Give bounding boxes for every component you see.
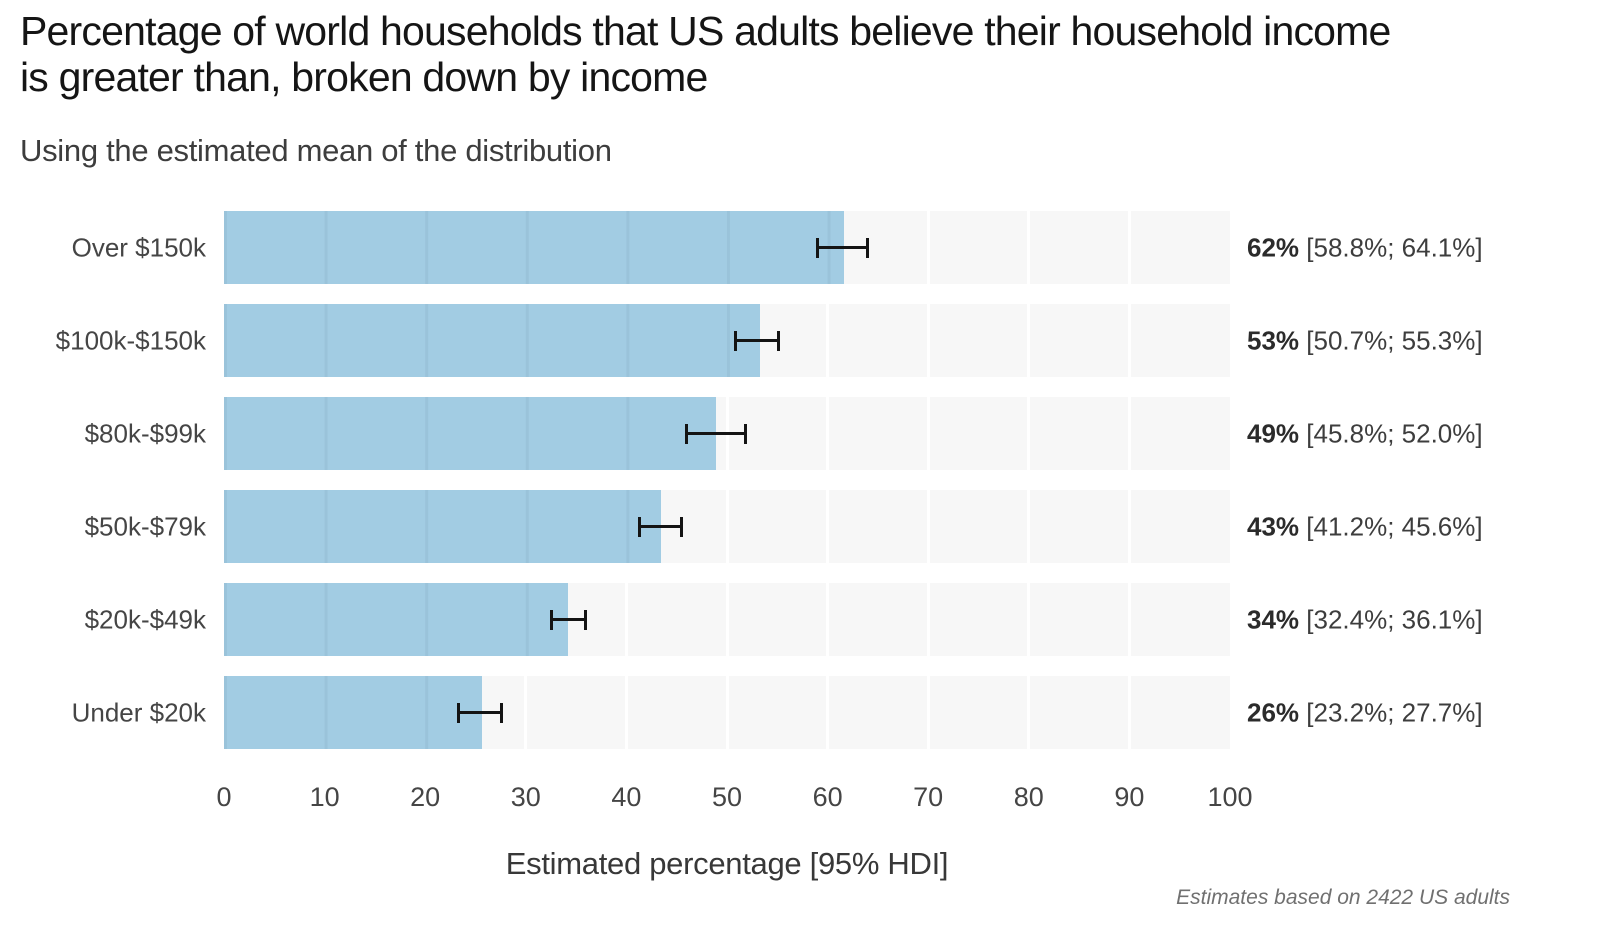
value-annotation: 43% [41.2%; 45.6%] [1247, 511, 1483, 542]
x-axis-tick: 60 [812, 782, 843, 812]
category-label: $80k-$99k [84, 418, 206, 448]
gridline [1027, 211, 1031, 749]
bar [224, 211, 844, 284]
error-bar [684, 423, 748, 444]
value-percent: 34% [1247, 604, 1300, 634]
error-bar [457, 702, 503, 723]
category-label: Under $20k [71, 697, 206, 727]
x-axis-tick: 0 [216, 782, 232, 812]
x-axis-label: Estimated percentage [95% HDI] [505, 846, 949, 881]
plot-area: 0 10 20 30 40 50 60 70 80 90 100 Over $150k 62% [58… [56, 211, 1483, 812]
gridline [323, 211, 327, 749]
category-label: $50k-$79k [84, 511, 206, 541]
value-percent: 43% [1247, 511, 1300, 541]
bar [224, 490, 661, 563]
error-bar [638, 516, 683, 537]
chart-title: Percentage of world households that US a… [20, 8, 1391, 100]
x-axis-tick: 100 [1207, 782, 1253, 812]
gridline [725, 211, 729, 749]
value-ci: [50.7%; 55.3%] [1299, 325, 1483, 355]
x-axis-tick: 30 [510, 782, 541, 812]
x-axis-tick: 90 [1114, 782, 1145, 812]
x-axis-tick: 70 [913, 782, 944, 812]
value-ci: [58.8%; 64.1%] [1299, 232, 1483, 262]
value-percent: 26% [1247, 697, 1300, 727]
x-axis-tick: 20 [410, 782, 441, 812]
value-ci: [32.4%; 36.1%] [1299, 604, 1483, 634]
value-percent: 62% [1247, 232, 1300, 262]
value-ci: [45.8%; 52.0%] [1299, 418, 1483, 448]
bar [224, 583, 569, 656]
value-annotation: 62% [58.8%; 64.1%] [1247, 232, 1483, 263]
chart-subtitle: Using the estimated mean of the distribu… [20, 133, 612, 168]
value-ci: [41.2%; 45.6%] [1299, 511, 1483, 541]
x-axis-tick: 10 [309, 782, 340, 812]
error-bar [734, 330, 781, 351]
chart-title-line1: Percentage of world households that US a… [20, 8, 1391, 54]
value-annotation: 26% [23.2%; 27.7%] [1247, 697, 1483, 728]
category-label: Over $150k [71, 232, 206, 262]
error-bar [815, 237, 869, 258]
gridline [826, 211, 830, 749]
gridline [926, 211, 930, 749]
gridline [524, 211, 528, 749]
bar [224, 676, 482, 749]
error-bar [549, 609, 588, 630]
chart-title-line2: is greater than, broken down by income [20, 54, 708, 100]
bar [224, 397, 716, 470]
x-axis-tick-row: 0 10 20 30 40 50 60 70 80 90 100 [216, 782, 1252, 816]
category-label: $100k-$150k [55, 325, 206, 355]
x-axis-tick: 50 [711, 782, 743, 812]
value-annotation: 53% [50.7%; 55.3%] [1247, 325, 1483, 356]
bar [224, 304, 761, 377]
value-percent: 53% [1247, 325, 1300, 355]
footnote: Estimates based on 2422 US adults [1176, 886, 1510, 909]
gridline [624, 211, 628, 749]
value-annotation: 34% [32.4%; 36.1%] [1247, 604, 1483, 635]
value-annotation: 49% [45.8%; 52.0%] [1247, 418, 1483, 449]
value-ci: [23.2%; 27.7%] [1299, 697, 1483, 727]
gridline [423, 211, 427, 749]
value-percent: 49% [1247, 418, 1300, 448]
x-axis-tick: 40 [611, 782, 642, 812]
gridline [1127, 211, 1131, 749]
x-axis-tick: 80 [1013, 782, 1044, 812]
category-label: $20k-$49k [84, 604, 206, 634]
